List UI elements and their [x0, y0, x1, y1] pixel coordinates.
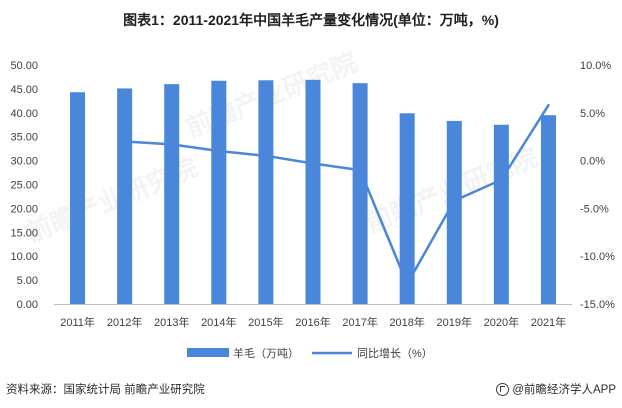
right-tick-label: -5.0%	[580, 203, 609, 215]
x-tick-label: 2016年	[295, 315, 330, 329]
line-series	[123, 103, 550, 286]
left-tick-label: 20.00	[10, 203, 38, 215]
legend-label-bar: 羊毛（万吨）	[233, 346, 299, 360]
bar	[446, 120, 462, 305]
bar	[70, 92, 86, 304]
x-tick-label: 2013年	[154, 315, 189, 329]
right-tick-label: 0.0%	[580, 156, 605, 168]
x-tick-label: 2014年	[201, 315, 236, 329]
x-tick-label: 2012年	[107, 315, 142, 329]
x-tick-label: 2021年	[531, 315, 566, 329]
brand-label: @前瞻经济学人APP	[512, 384, 616, 396]
chart-title: 图表1：2011-2021年中国羊毛产量变化情况(单位：万吨，%)	[123, 12, 499, 28]
left-tick-label: 15.00	[10, 227, 38, 239]
left-tick-label: 35.00	[10, 132, 38, 144]
bar	[258, 80, 274, 305]
right-axis: -15.0% -10.0% -5.0% 0.0% 5.0% 10.0%	[580, 60, 615, 311]
growth-line	[123, 103, 550, 286]
right-tick-label: 5.0%	[580, 108, 605, 120]
bar	[117, 88, 133, 304]
x-axis: 2011年 2012年 2013年 2014年 2015年 2016年 2017年 2018年…	[60, 315, 566, 329]
bar	[164, 84, 180, 305]
x-tick-label: 2019年	[437, 315, 472, 329]
bar	[540, 115, 556, 304]
legend: 羊毛（万吨） 同比增长（%）	[187, 346, 433, 360]
bar	[305, 79, 321, 305]
x-tick-label: 2015年	[248, 315, 283, 329]
brand-logo-icon	[496, 382, 510, 396]
right-tick-label: -15.0%	[580, 299, 615, 311]
left-tick-label: 0.00	[17, 299, 38, 311]
right-tick-label: 10.0%	[580, 60, 611, 72]
bar-series	[70, 79, 556, 305]
left-axis: 0.00 5.00 10.00 15.00 20.00 25.00 30.00 35.00 40…	[10, 60, 38, 311]
source-note: 资料来源：国家统计局 前瞻产业研究院	[6, 384, 205, 396]
left-tick-label: 5.00	[17, 275, 38, 287]
bar	[211, 80, 227, 304]
bar	[352, 83, 368, 304]
brand-credit: @前瞻经济学人APP	[496, 381, 616, 397]
bar	[493, 124, 509, 304]
left-tick-label: 30.00	[10, 156, 38, 168]
left-tick-label: 50.00	[10, 60, 38, 72]
x-tick-label: 2018年	[389, 315, 424, 329]
bar	[399, 113, 415, 304]
left-tick-label: 45.00	[10, 84, 38, 96]
left-tick-label: 25.00	[10, 180, 38, 192]
x-tick-label: 2011年	[60, 315, 95, 329]
footer: 资料来源：国家统计局 前瞻产业研究院 @前瞻经济学人APP	[0, 381, 622, 401]
legend-label-line: 同比增长（%）	[357, 346, 433, 360]
x-tick-label: 2020年	[484, 315, 519, 329]
left-tick-label: 40.00	[10, 108, 38, 120]
left-tick-label: 10.00	[10, 251, 38, 263]
legend-swatch-bar	[187, 348, 229, 357]
x-tick-label: 2017年	[342, 315, 377, 329]
right-tick-label: -10.0%	[580, 251, 615, 263]
